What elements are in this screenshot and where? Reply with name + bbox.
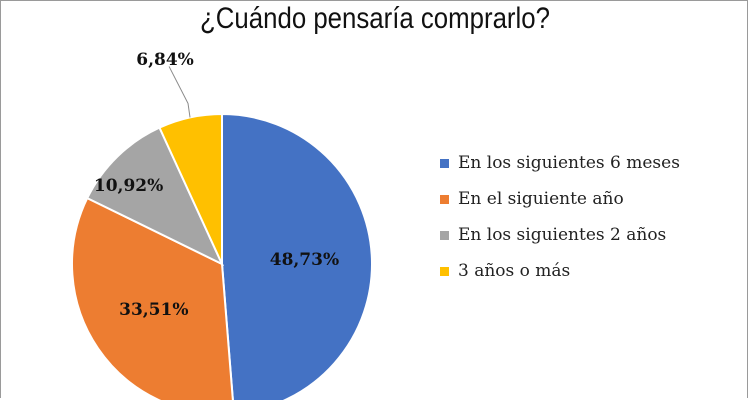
- legend-swatch-icon: [440, 194, 449, 204]
- legend-label: En los siguientes 2 años: [458, 225, 667, 245]
- legend-item: En los siguientes 2 años: [440, 217, 680, 253]
- legend-item: En el siguiente año: [440, 181, 680, 217]
- slice-data-label: 33,51%: [119, 300, 188, 320]
- legend-label: En el siguiente año: [458, 189, 624, 209]
- legend-swatch-icon: [440, 266, 449, 276]
- slice-data-label: 10,92%: [94, 176, 163, 196]
- pie-slice: [71, 196, 234, 400]
- legend-swatch-icon: [440, 158, 449, 168]
- chart-title: ¿Cuándo pensaría comprarlo?: [200, 2, 550, 35]
- slice-data-label: 6,84%: [136, 50, 194, 70]
- legend-label: En los siguientes 6 meses: [458, 153, 680, 173]
- slice-data-label: 48,73%: [270, 250, 339, 270]
- legend-swatch-icon: [440, 230, 449, 240]
- pie-slice: [221, 112, 374, 400]
- legend-label: 3 años o más: [458, 261, 571, 281]
- pie-slice: [158, 112, 223, 265]
- pie-slice: [85, 126, 225, 267]
- legend-item: 3 años o más: [440, 253, 680, 289]
- chart-legend: En los siguientes 6 meses En el siguient…: [440, 145, 680, 289]
- leader-line: [168, 66, 191, 118]
- legend-item: En los siguientes 6 meses: [440, 145, 680, 181]
